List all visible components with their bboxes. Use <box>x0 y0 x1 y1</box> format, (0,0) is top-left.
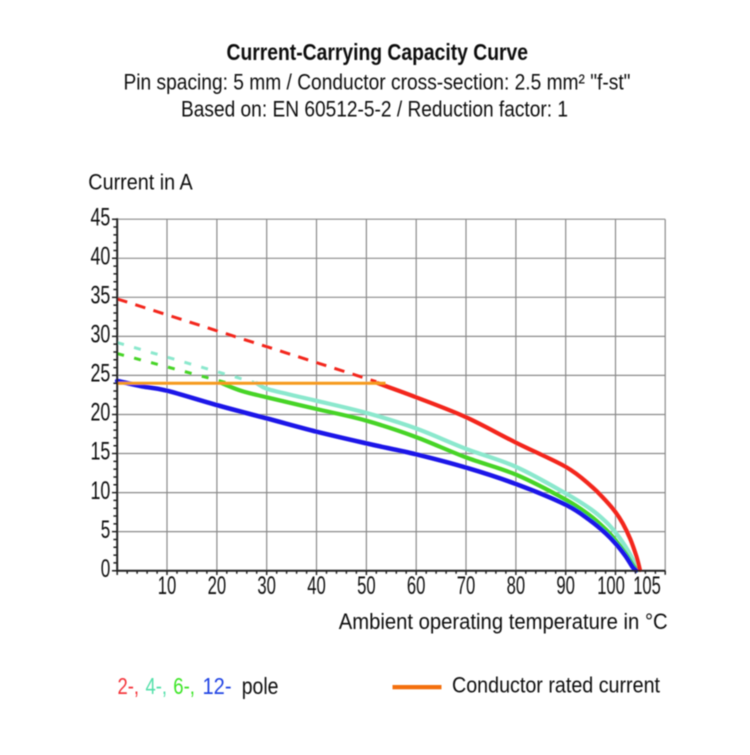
svg-text:105: 105 <box>633 572 661 600</box>
svg-text:50: 50 <box>357 572 376 600</box>
svg-text:35: 35 <box>91 282 111 310</box>
svg-text:Current-Carrying Capacity Curv: Current-Carrying Capacity Curve <box>227 39 529 65</box>
svg-text:10: 10 <box>158 572 177 600</box>
svg-text:6-,: 6-, <box>173 673 195 699</box>
svg-text:40: 40 <box>307 572 326 600</box>
svg-text:20: 20 <box>208 572 227 600</box>
svg-text:45: 45 <box>91 203 111 231</box>
svg-text:2-,: 2-, <box>118 673 140 699</box>
svg-text:pole: pole <box>242 673 279 699</box>
svg-text:90: 90 <box>556 572 575 600</box>
svg-text:Ambient operating temperature: Ambient operating temperature in °C <box>339 609 668 634</box>
svg-text:30: 30 <box>91 321 111 349</box>
svg-text:0: 0 <box>101 555 111 583</box>
svg-text:10: 10 <box>91 477 111 505</box>
svg-text:Pin spacing: 5 mm / Conductor: Pin spacing: 5 mm / Conductor cross-sect… <box>124 69 631 94</box>
svg-text:70: 70 <box>457 572 476 600</box>
svg-text:60: 60 <box>407 572 426 600</box>
svg-text:15: 15 <box>91 438 111 466</box>
svg-text:20: 20 <box>91 399 111 427</box>
svg-text:4-,: 4-, <box>146 673 168 699</box>
svg-text:100: 100 <box>597 572 625 600</box>
svg-text:40: 40 <box>91 243 111 271</box>
svg-text:5: 5 <box>101 516 111 544</box>
svg-text:80: 80 <box>507 572 525 600</box>
svg-text:Based on: EN 60512-5-2 / Reduc: Based on: EN 60512-5-2 / Reduction facto… <box>181 96 568 121</box>
svg-text:12-: 12- <box>203 673 232 699</box>
svg-text:25: 25 <box>91 360 111 388</box>
svg-text:Conductor rated current: Conductor rated current <box>452 673 660 698</box>
svg-text:30: 30 <box>257 572 276 600</box>
svg-text:Current in A: Current in A <box>88 170 193 195</box>
